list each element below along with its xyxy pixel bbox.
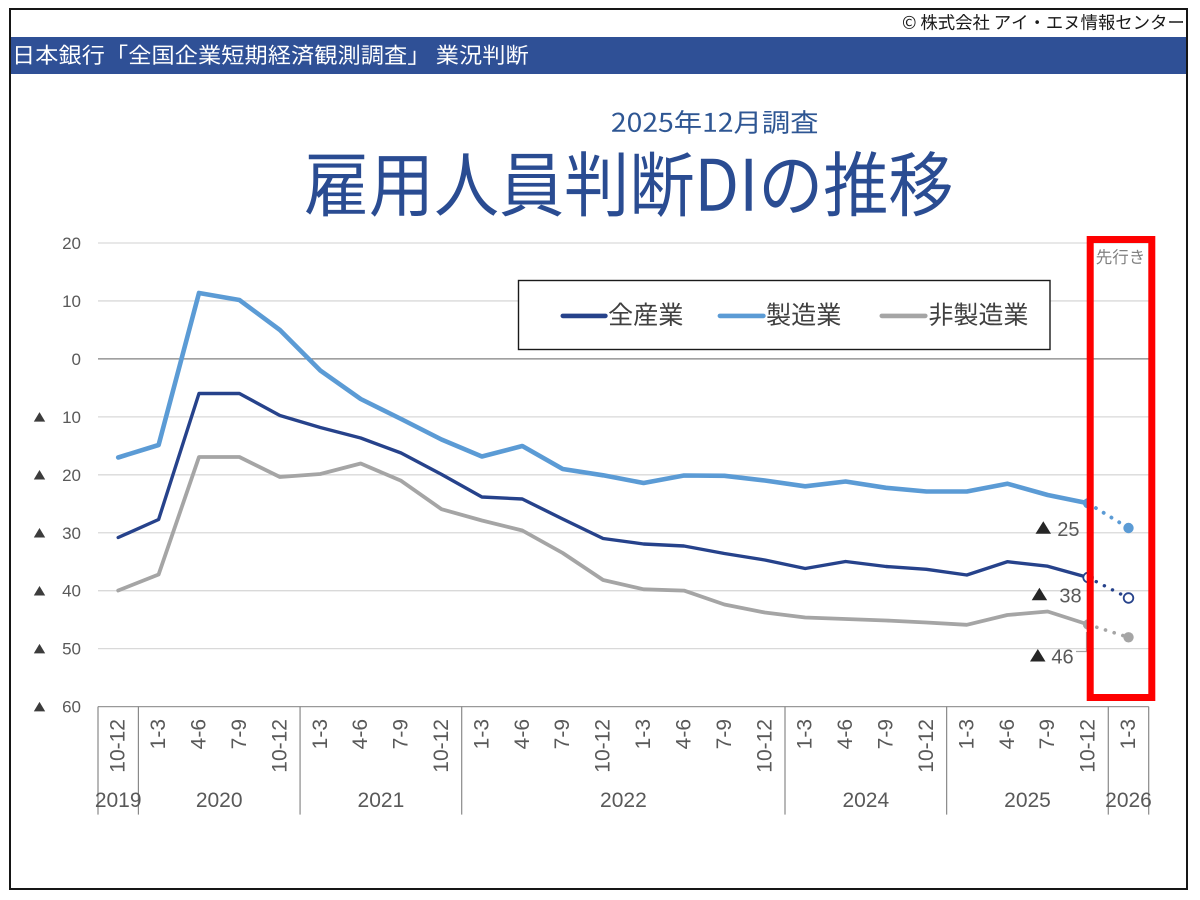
svg-text:10: 10 (62, 408, 81, 427)
svg-text:10-12: 10-12 (430, 719, 453, 773)
svg-text:30: 30 (62, 524, 81, 543)
svg-text:0: 0 (72, 350, 81, 369)
svg-text:2024: 2024 (842, 789, 889, 812)
svg-text:7-9: 7-9 (1036, 719, 1059, 749)
svg-text:10-12: 10-12 (753, 719, 776, 773)
svg-text:4-6: 4-6 (996, 719, 1019, 749)
svg-text:1-3: 1-3 (955, 719, 978, 749)
svg-text:50: 50 (62, 640, 81, 659)
svg-text:46: 46 (1051, 647, 1073, 669)
svg-text:2020: 2020 (196, 789, 243, 812)
svg-text:40: 40 (62, 582, 81, 601)
svg-text:20: 20 (62, 466, 81, 485)
svg-text:7-9: 7-9 (875, 719, 898, 749)
svg-text:2026: 2026 (1105, 789, 1152, 812)
svg-text:38: 38 (1059, 585, 1081, 607)
svg-text:4-6: 4-6 (672, 719, 695, 749)
svg-text:20: 20 (62, 234, 81, 253)
svg-text:1-3: 1-3 (470, 719, 493, 749)
svg-text:10-12: 10-12 (592, 719, 615, 773)
svg-text:4-6: 4-6 (349, 719, 372, 749)
svg-text:2021: 2021 (358, 789, 405, 812)
svg-text:2019: 2019 (95, 789, 142, 812)
svg-text:1-3: 1-3 (794, 719, 817, 749)
svg-text:7-9: 7-9 (551, 719, 574, 749)
svg-text:10-12: 10-12 (1077, 719, 1100, 773)
svg-text:2025: 2025 (1004, 789, 1051, 812)
svg-text:7-9: 7-9 (228, 719, 251, 749)
svg-text:4-6: 4-6 (511, 719, 534, 749)
svg-text:10-12: 10-12 (268, 719, 291, 773)
svg-text:60: 60 (62, 698, 81, 717)
svg-text:1-3: 1-3 (632, 719, 655, 749)
svg-text:10-12: 10-12 (915, 719, 938, 773)
svg-text:2022: 2022 (600, 789, 647, 812)
svg-text:7-9: 7-9 (713, 719, 736, 749)
svg-text:1-3: 1-3 (1117, 719, 1140, 749)
svg-text:1-3: 1-3 (309, 719, 332, 749)
svg-text:1-3: 1-3 (147, 719, 170, 749)
svg-text:10-12: 10-12 (107, 719, 130, 773)
svg-text:25: 25 (1057, 519, 1079, 541)
svg-text:10: 10 (62, 292, 81, 311)
svg-text:7-9: 7-9 (390, 719, 413, 749)
svg-text:4-6: 4-6 (834, 719, 857, 749)
svg-text:4-6: 4-6 (188, 719, 211, 749)
